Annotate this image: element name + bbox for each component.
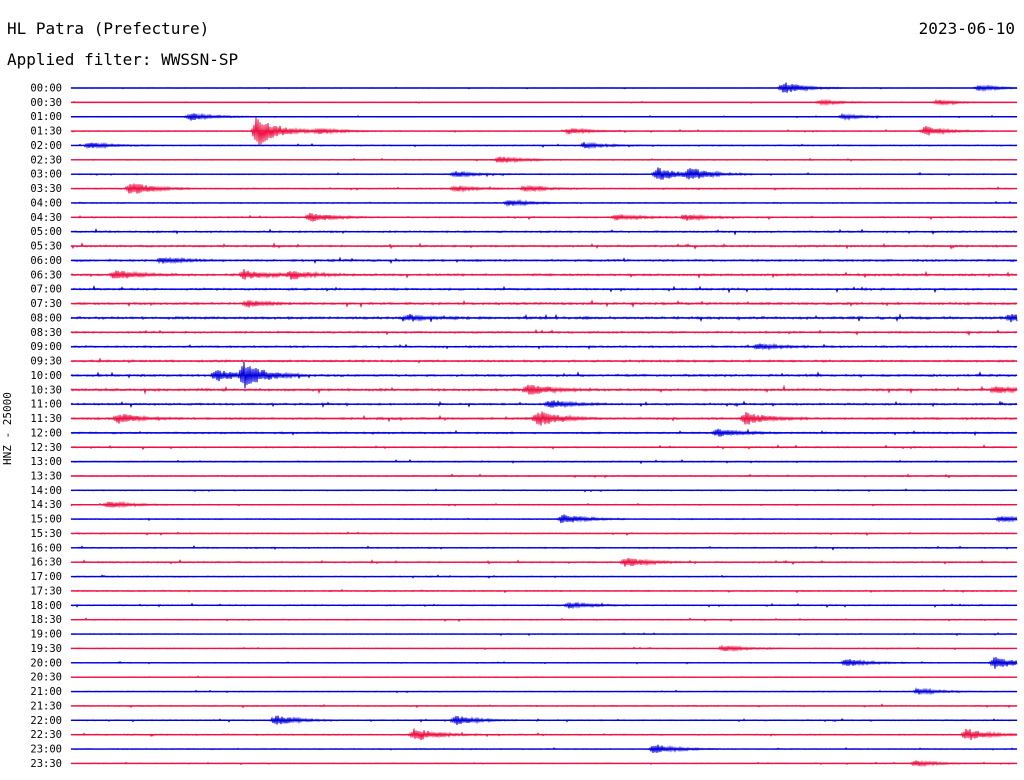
time-label: 12:30 (30, 442, 62, 454)
time-label: 00:30 (30, 97, 62, 109)
time-label: 15:00 (30, 514, 62, 526)
time-label: 22:30 (30, 729, 62, 741)
time-label: 06:30 (30, 269, 62, 281)
time-label: 14:00 (30, 485, 62, 497)
time-label: 03:30 (30, 183, 62, 195)
time-label: 06:00 (30, 255, 62, 267)
filter-label: Applied filter: WWSSN-SP (7, 50, 239, 69)
time-label: 21:00 (30, 686, 62, 698)
time-label: 17:30 (30, 585, 62, 597)
time-label: 15:30 (30, 528, 62, 540)
time-label: 16:30 (30, 557, 62, 569)
time-label: 18:30 (30, 614, 62, 626)
time-label: 12:00 (30, 427, 62, 439)
time-label: 16:00 (30, 542, 62, 554)
time-label-group: 00:00 00:30 01:00 01:30 02:00 02:30 03:00 03:30… (30, 83, 62, 770)
time-label: 13:30 (30, 470, 62, 482)
time-label: 09:30 (30, 356, 62, 368)
time-label: 11:00 (30, 399, 62, 411)
time-label: 23:30 (30, 758, 62, 770)
time-label: 10:30 (30, 384, 62, 396)
time-label: 14:30 (30, 499, 62, 511)
time-label: 13:00 (30, 456, 62, 468)
trace-group (70, 82, 1018, 768)
time-label: 03:00 (30, 169, 62, 181)
time-label: 02:00 (30, 140, 62, 152)
time-label: 18:00 (30, 600, 62, 612)
time-label: 19:00 (30, 629, 62, 641)
time-label: 20:30 (30, 672, 62, 684)
time-label: 04:00 (30, 197, 62, 209)
time-label: 07:00 (30, 284, 62, 296)
time-label: 02:30 (30, 154, 62, 166)
time-label: 21:30 (30, 700, 62, 712)
time-label: 17:00 (30, 571, 62, 583)
station-title: HL Patra (Prefecture) (7, 19, 210, 38)
time-label: 20:00 (30, 657, 62, 669)
time-label: 09:00 (30, 341, 62, 353)
time-label: 07:30 (30, 298, 62, 310)
date-label: 2023-06-10 (918, 19, 1015, 38)
time-label: 23:00 (30, 744, 62, 756)
time-label: 11:30 (30, 413, 62, 425)
time-label: 08:00 (30, 312, 62, 324)
time-label: 05:30 (30, 241, 62, 253)
time-label: 22:00 (30, 715, 62, 727)
time-label: 04:30 (30, 212, 62, 224)
time-label: 10:00 (30, 370, 62, 382)
time-label: 01:00 (30, 111, 62, 123)
time-label: 01:30 (30, 126, 62, 138)
time-label: 19:30 (30, 643, 62, 655)
time-label: 08:30 (30, 327, 62, 339)
time-label: 00:00 (30, 83, 62, 95)
time-label: 05:00 (30, 226, 62, 238)
